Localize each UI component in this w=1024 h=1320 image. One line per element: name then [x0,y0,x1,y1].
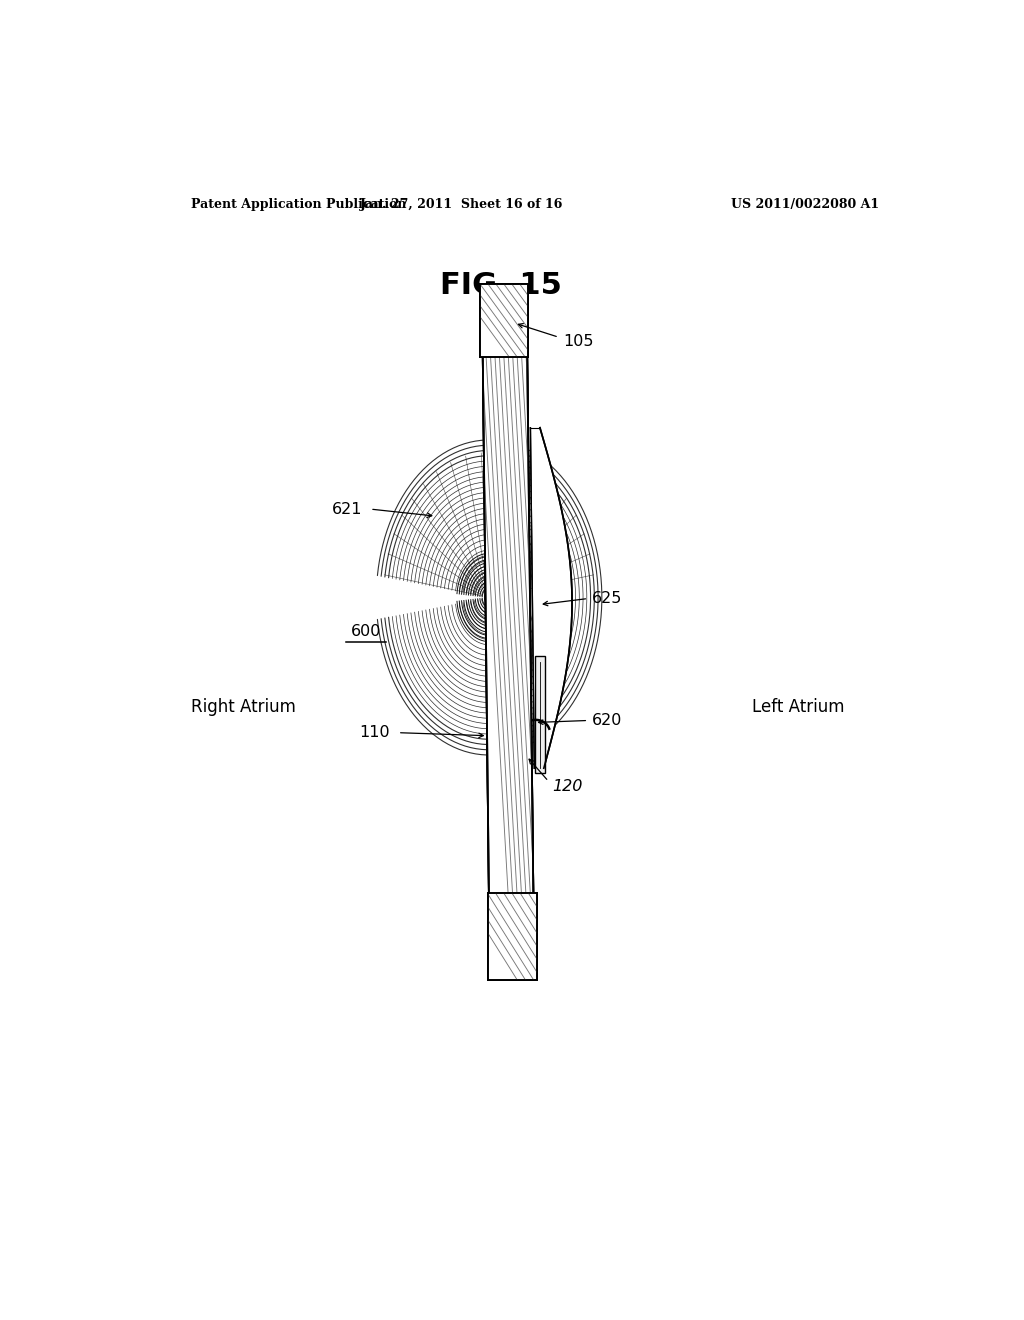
Polygon shape [487,894,537,979]
Text: 620: 620 [592,713,623,727]
Text: 105: 105 [563,334,593,348]
Polygon shape [482,284,535,979]
Text: Left Atrium: Left Atrium [753,698,845,717]
Polygon shape [482,284,535,979]
Text: Jan. 27, 2011  Sheet 16 of 16: Jan. 27, 2011 Sheet 16 of 16 [359,198,563,211]
Polygon shape [480,284,528,356]
Polygon shape [480,284,528,356]
Text: 625: 625 [592,591,623,606]
Text: 110: 110 [359,725,390,741]
Text: 600: 600 [351,623,381,639]
Polygon shape [530,428,572,768]
Polygon shape [487,894,537,979]
Polygon shape [536,656,545,774]
Text: US 2011/0022080 A1: US 2011/0022080 A1 [731,198,880,211]
Polygon shape [482,284,535,979]
Text: 120: 120 [553,779,583,795]
Text: FIG. 15: FIG. 15 [440,271,562,300]
Text: 621: 621 [332,502,362,516]
Text: Patent Application Publication: Patent Application Publication [191,198,407,211]
Text: Right Atrium: Right Atrium [190,698,296,717]
